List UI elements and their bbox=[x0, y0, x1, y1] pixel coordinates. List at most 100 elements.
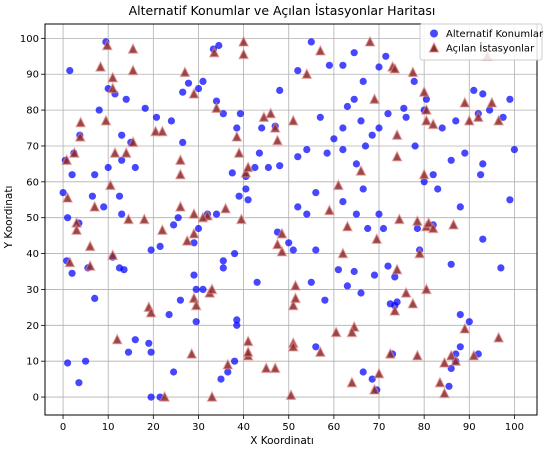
acilan-istasyon-marker bbox=[269, 361, 281, 374]
alternatif-konum-point bbox=[323, 149, 331, 157]
x-tick-label: 70 bbox=[373, 422, 386, 433]
alternatif-konum-point bbox=[91, 294, 99, 302]
alternatif-konum-point bbox=[289, 246, 297, 254]
acilan-istasyon-marker bbox=[389, 304, 401, 316]
y-tick-label: 90 bbox=[26, 70, 39, 81]
acilan-istasyon-marker bbox=[231, 130, 243, 142]
acilan-istasyon-marker bbox=[186, 347, 198, 359]
acilan-istasyon-marker bbox=[393, 212, 405, 225]
acilan-istasyon-marker bbox=[188, 87, 200, 99]
alternatif-konum-point bbox=[384, 110, 392, 118]
alternatif-konum-point bbox=[147, 348, 155, 356]
acilan-istasyon-marker bbox=[104, 178, 117, 191]
alternatif-konum-point bbox=[64, 359, 72, 367]
alternatif-konum-point bbox=[176, 296, 184, 304]
acilan-istasyon-marker bbox=[493, 114, 505, 126]
alternatif-konum-point bbox=[359, 185, 367, 193]
alternatif-konum-point bbox=[361, 142, 370, 150]
acilan-istasyon-marker bbox=[289, 291, 302, 304]
y-tick-label: 20 bbox=[26, 321, 39, 332]
alternatif-konum-point bbox=[170, 221, 178, 229]
acilan-istasyon-marker bbox=[68, 146, 80, 158]
acilan-istasyon-marker bbox=[107, 71, 119, 83]
alternatif-konum-point bbox=[236, 110, 244, 118]
acilan-istasyon-marker bbox=[486, 96, 498, 108]
alternatif-konum-point bbox=[219, 257, 227, 265]
alternatif-konum-point bbox=[95, 106, 103, 114]
alternatif-konum-point bbox=[350, 95, 358, 103]
acilan-istasyon-marker bbox=[197, 211, 209, 223]
alternatif-konum-point bbox=[88, 192, 96, 200]
alternatif-konum-point bbox=[477, 171, 485, 179]
x-tick-label: 30 bbox=[192, 422, 205, 433]
acilan-istasyon-marker bbox=[188, 207, 200, 219]
alternatif-konum-point bbox=[75, 379, 83, 387]
acilan-istasyon-marker bbox=[240, 166, 252, 178]
acilan-istasyon-marker bbox=[242, 334, 254, 347]
legend-label-acilan-istasyonlar: Açılan İstasyonlar bbox=[446, 42, 535, 55]
alternatif-konum-point bbox=[120, 266, 128, 274]
alternatif-konum-point bbox=[233, 321, 241, 329]
acilan-istasyon-marker bbox=[287, 114, 299, 126]
acilan-istasyon-marker bbox=[107, 248, 119, 261]
acilan-istasyon-marker bbox=[373, 367, 385, 379]
alternatif-konum-point bbox=[352, 160, 360, 168]
alternatif-konum-point bbox=[422, 95, 430, 103]
alternatif-konum-point bbox=[264, 163, 272, 172]
acilan-istasyon-marker bbox=[472, 110, 484, 123]
acilan-istasyon-marker bbox=[391, 150, 403, 162]
acilan-istasyon-marker bbox=[237, 35, 250, 47]
alternatif-konum-point bbox=[192, 318, 200, 326]
alternatif-konum-point bbox=[339, 146, 347, 154]
alternatif-konum-point bbox=[231, 357, 239, 365]
x-tick-label: 90 bbox=[463, 422, 476, 433]
alternatif-konum-point bbox=[307, 38, 315, 46]
alternatif-konum-point bbox=[233, 316, 241, 324]
acilan-istasyon-marker bbox=[206, 282, 218, 295]
alternatif-konum-point bbox=[179, 88, 187, 96]
acilan-istasyon-marker bbox=[145, 306, 157, 318]
x-tick-label: 0 bbox=[60, 422, 66, 433]
acilan-istasyon-marker bbox=[414, 247, 426, 259]
acilan-istasyon-marker bbox=[450, 354, 462, 366]
acilan-istasyon-marker bbox=[276, 245, 288, 257]
alternatif-konum-point bbox=[400, 104, 408, 112]
alternatif-konum-point bbox=[294, 203, 302, 211]
acilan-istasyon-marker bbox=[463, 114, 475, 126]
acilan-istasyon-marker bbox=[407, 297, 419, 309]
alternatif-konum-point bbox=[145, 339, 153, 347]
alternatif-konum-point bbox=[402, 113, 410, 121]
acilan-istasyon-marker bbox=[427, 117, 439, 130]
acilan-istasyon-marker bbox=[418, 85, 430, 97]
acilan-istasyon-marker bbox=[287, 340, 299, 352]
acilan-istasyon-marker bbox=[237, 47, 250, 60]
acilan-istasyon-marker bbox=[235, 212, 247, 225]
acilan-istasyon-marker bbox=[219, 202, 232, 214]
acilan-istasyon-marker bbox=[260, 361, 272, 374]
x-tick-label: 100 bbox=[505, 422, 524, 433]
acilan-istasyon-marker bbox=[188, 227, 200, 239]
legend-box bbox=[419, 23, 543, 61]
acilan-istasyon-marker bbox=[447, 218, 460, 230]
alternatif-konum-point bbox=[506, 95, 514, 103]
alternatif-konum-point bbox=[104, 163, 112, 172]
alternatif-konum-point bbox=[486, 106, 494, 114]
acilan-istasyon-marker bbox=[206, 390, 218, 402]
alternatif-konum-point bbox=[339, 61, 347, 69]
y-axis-label: Y Koordinatı bbox=[3, 186, 15, 250]
acilan-istasyon-marker bbox=[346, 376, 358, 388]
alternatif-konum-point bbox=[364, 224, 372, 233]
alternatif-konum-point bbox=[219, 264, 227, 272]
acilan-istasyon-marker bbox=[271, 238, 284, 250]
alternatif-konum-point bbox=[118, 131, 126, 139]
acilan-istasyon-marker bbox=[276, 227, 288, 239]
alternatif-konum-point bbox=[212, 97, 221, 105]
y-tick-label: 10 bbox=[26, 357, 39, 368]
y-tick-label: 50 bbox=[26, 213, 39, 224]
alternatif-konum-point bbox=[115, 192, 124, 200]
acilan-istasyon-marker bbox=[100, 114, 112, 126]
alternatif-konum-point bbox=[242, 185, 250, 193]
alternatif-konum-point bbox=[258, 124, 266, 132]
alternatif-konum-point bbox=[413, 224, 421, 233]
acilan-istasyon-marker bbox=[346, 325, 358, 338]
